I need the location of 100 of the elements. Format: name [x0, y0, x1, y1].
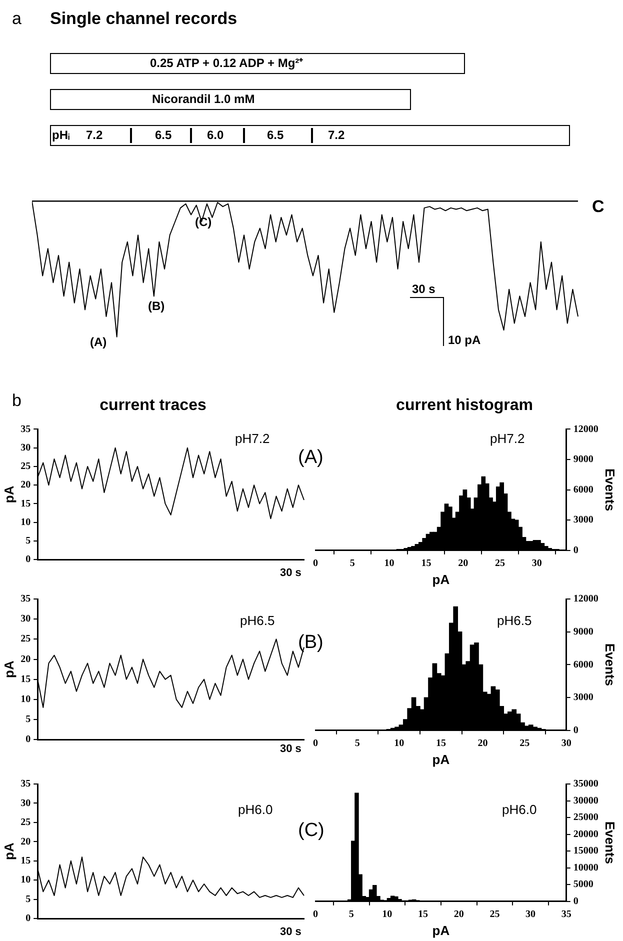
text: 6.0	[207, 128, 224, 142]
y-tick-label: 12000	[573, 594, 598, 605]
y-axis-title: pA	[1, 842, 16, 860]
x-tick-label: 25	[520, 738, 530, 749]
x-tick-label: 25	[494, 558, 505, 569]
y-tick-label: 35	[20, 424, 31, 435]
annotation: (A)	[90, 335, 107, 349]
y-tick-label: 0	[573, 544, 578, 556]
y-tick-label: 15	[20, 498, 31, 510]
y-tick-label: 0	[573, 724, 578, 736]
y-tick-label: 35	[20, 778, 31, 790]
x-tick-label: 5	[354, 738, 360, 749]
y-tick-label: 20000	[573, 828, 598, 840]
y-axis-title: Events	[602, 643, 618, 686]
x-axis-title: pA	[432, 922, 450, 938]
x-tick-label: 5	[348, 908, 354, 920]
text: 6.5	[267, 128, 284, 142]
y-tick-label: 25	[20, 461, 31, 472]
x-tick-label: 10	[394, 738, 404, 749]
y-tick-label: 10000	[573, 862, 598, 874]
chart-title: current traces	[100, 397, 206, 414]
annotation: (C)	[298, 820, 324, 841]
y-tick-label: 35000	[573, 778, 598, 790]
y-tick-label: 25000	[573, 812, 598, 824]
y-tick-label: 5	[26, 536, 31, 547]
text: 30 s	[280, 567, 302, 579]
x-tick-label: 0	[313, 558, 318, 569]
y-tick-label: 5000	[573, 879, 594, 890]
x-axis-title: pA	[432, 752, 450, 767]
text: pHᵢ	[52, 128, 70, 142]
annotation: pH6.0	[238, 802, 273, 817]
annotation: 30 s	[412, 282, 436, 296]
y-tick-label: 25	[20, 634, 31, 645]
y-tick-label: 12000	[573, 424, 598, 435]
x-tick-label: 20	[454, 908, 464, 920]
x-tick-label: 15	[436, 738, 446, 749]
text: 30 s	[280, 743, 302, 755]
y-tick-label: 3000	[573, 514, 594, 526]
x-tick-label: 0	[313, 908, 318, 920]
x-tick-label: 10	[382, 908, 392, 920]
annotation: (C)	[195, 215, 212, 229]
y-axis-title: pA	[1, 485, 16, 504]
text: 0.25 ATP + 0.12 ADP + Mg²⁺	[150, 56, 304, 70]
text: Nicorandil 1.0 mM	[152, 92, 255, 106]
x-tick-label: 15	[418, 908, 428, 920]
y-tick-label: 25	[20, 817, 31, 828]
y-tick-label: 30000	[573, 795, 598, 806]
y-tick-label: 20	[20, 654, 31, 665]
x-tick-label: 35	[561, 908, 572, 920]
y-axis-title: Events	[602, 821, 618, 864]
y-tick-label: 10	[20, 874, 31, 886]
chart-title: Single channel records	[50, 9, 238, 28]
annotation: (B)	[298, 632, 324, 653]
x-axis-title: pA	[432, 572, 450, 587]
y-tick-label: 30	[20, 614, 31, 625]
annotation: pH6.5	[497, 613, 532, 628]
x-tick-label: 15	[421, 558, 432, 569]
annotation: (A)	[298, 447, 324, 468]
y-tick-label: 30	[20, 442, 31, 454]
text: 6.5	[155, 128, 172, 142]
x-tick-label: 0	[313, 738, 318, 749]
y-tick-label: 6000	[573, 659, 594, 670]
y-tick-label: 35	[20, 594, 31, 605]
x-tick-label: 20	[478, 738, 488, 749]
x-tick-label: 30	[561, 738, 572, 749]
x-tick-label: 20	[458, 558, 468, 569]
x-tick-label: 30	[532, 558, 542, 569]
x-tick-label: 10	[384, 558, 394, 569]
y-tick-label: 30	[20, 798, 31, 809]
y-axis-title: Events	[602, 468, 618, 512]
text: 7.2	[86, 128, 103, 142]
y-axis-title: pA	[1, 660, 16, 678]
text: b	[12, 391, 22, 410]
y-tick-label: 3000	[573, 692, 594, 704]
annotation: pH6.5	[240, 613, 275, 628]
y-tick-label: 10	[20, 694, 31, 706]
text: 7.2	[328, 128, 345, 142]
y-tick-label: 9000	[573, 454, 594, 466]
y-tick-label: 15	[20, 855, 31, 866]
x-tick-label: 30	[526, 908, 536, 920]
annotation: pH6.0	[502, 802, 537, 817]
y-tick-label: 20	[20, 480, 31, 491]
y-tick-label: 15000	[573, 846, 598, 857]
y-tick-label: 10	[20, 516, 31, 528]
annotation: (B)	[148, 299, 165, 313]
y-tick-label: 15	[20, 674, 31, 685]
chart-title: current histogram	[396, 397, 533, 414]
annotation: pH7.2	[235, 431, 270, 446]
annotation: pH7.2	[490, 431, 525, 446]
y-tick-label: 6000	[573, 484, 594, 496]
text: 30 s	[280, 926, 302, 938]
ref-line-label: C	[592, 196, 604, 216]
y-tick-label: 0	[573, 896, 578, 907]
x-tick-label: 25	[490, 908, 500, 920]
y-tick-label: 5	[26, 714, 31, 726]
y-tick-label: 20	[20, 836, 31, 848]
text: a	[12, 9, 22, 28]
y-tick-label: 9000	[573, 626, 594, 638]
y-tick-label: 5	[26, 894, 31, 905]
x-tick-label: 5	[350, 558, 355, 569]
